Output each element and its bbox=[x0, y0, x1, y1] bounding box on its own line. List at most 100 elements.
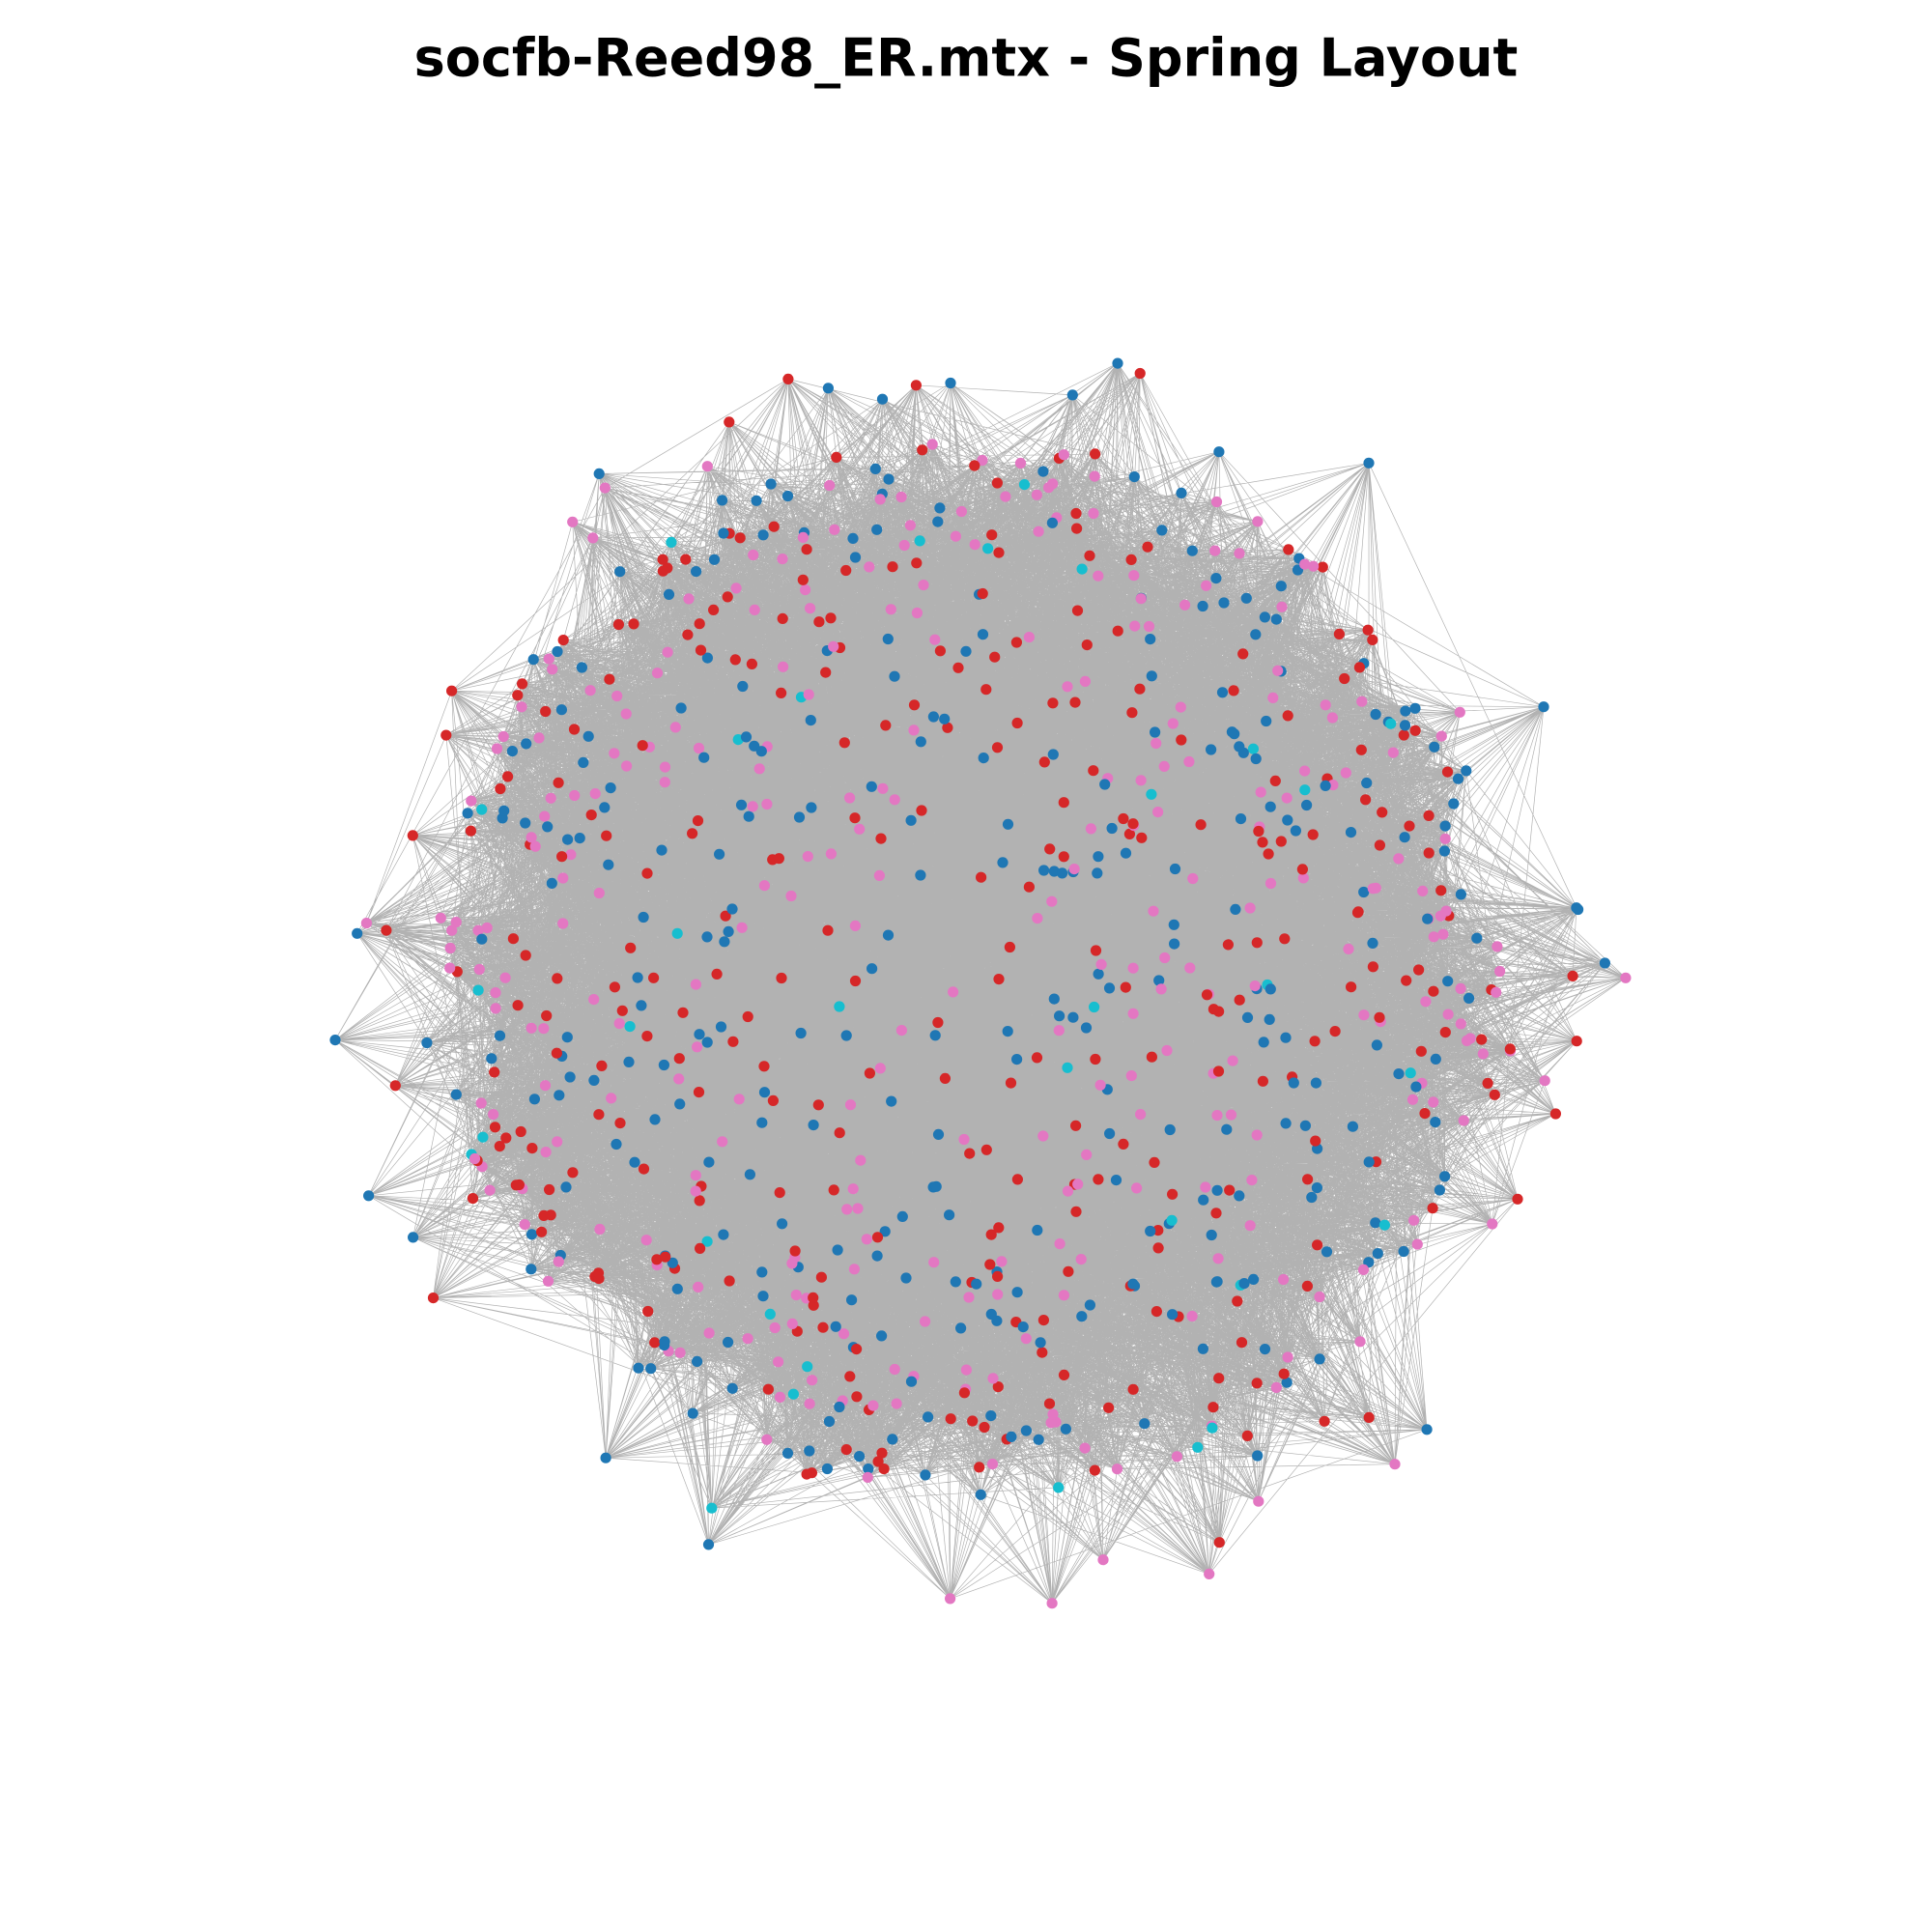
node bbox=[1370, 1217, 1381, 1229]
node bbox=[1092, 867, 1103, 879]
node bbox=[1367, 634, 1378, 646]
node bbox=[444, 962, 456, 974]
node bbox=[569, 789, 581, 802]
node bbox=[872, 1456, 884, 1467]
node bbox=[1409, 702, 1421, 714]
node bbox=[1094, 1079, 1106, 1091]
node bbox=[867, 1400, 879, 1411]
node bbox=[494, 1141, 505, 1152]
node bbox=[764, 1308, 776, 1320]
node bbox=[808, 1120, 819, 1131]
node bbox=[666, 536, 677, 549]
node bbox=[1126, 707, 1138, 719]
node bbox=[476, 933, 488, 945]
node bbox=[802, 851, 813, 863]
node bbox=[1081, 1149, 1093, 1160]
node bbox=[1360, 794, 1372, 806]
node bbox=[1421, 1424, 1433, 1435]
node bbox=[1198, 1194, 1209, 1206]
node bbox=[1270, 1381, 1282, 1393]
node bbox=[1252, 1450, 1264, 1462]
node bbox=[1435, 910, 1446, 922]
node bbox=[641, 867, 653, 879]
node bbox=[1125, 1070, 1137, 1082]
node bbox=[997, 857, 1009, 868]
node bbox=[477, 1131, 489, 1143]
node bbox=[360, 918, 372, 929]
node bbox=[1567, 970, 1578, 982]
node bbox=[1264, 983, 1276, 995]
node bbox=[729, 654, 741, 666]
node bbox=[717, 495, 728, 506]
node bbox=[1206, 1229, 1217, 1241]
node bbox=[1259, 611, 1270, 623]
node bbox=[757, 1291, 769, 1302]
node bbox=[992, 1270, 1004, 1282]
node bbox=[1058, 797, 1069, 809]
node bbox=[1415, 1045, 1427, 1057]
node bbox=[542, 821, 554, 833]
node bbox=[1075, 1254, 1087, 1265]
node bbox=[540, 1147, 552, 1158]
node bbox=[1317, 561, 1328, 573]
node bbox=[553, 777, 564, 788]
node bbox=[834, 1401, 845, 1413]
node bbox=[1251, 1129, 1263, 1141]
node bbox=[939, 1072, 952, 1084]
node bbox=[1053, 1482, 1065, 1493]
node bbox=[446, 924, 458, 936]
node bbox=[1152, 1225, 1164, 1236]
node bbox=[985, 1308, 997, 1321]
node bbox=[1146, 1051, 1157, 1063]
node bbox=[849, 552, 862, 563]
node bbox=[1279, 933, 1291, 945]
node bbox=[1438, 845, 1450, 857]
node bbox=[820, 667, 832, 678]
node bbox=[507, 933, 520, 945]
node bbox=[1125, 554, 1137, 566]
node bbox=[742, 1010, 753, 1023]
node bbox=[723, 925, 734, 938]
node bbox=[1429, 741, 1440, 753]
node bbox=[552, 973, 563, 984]
node bbox=[1387, 747, 1399, 758]
node bbox=[817, 1321, 829, 1333]
node bbox=[789, 1245, 801, 1257]
node bbox=[991, 742, 1004, 753]
node bbox=[1221, 1123, 1233, 1135]
node bbox=[1408, 1214, 1420, 1226]
node bbox=[722, 591, 733, 603]
node bbox=[1038, 865, 1050, 876]
node bbox=[1270, 613, 1282, 625]
node bbox=[930, 1180, 942, 1192]
node bbox=[1345, 827, 1357, 838]
node bbox=[582, 730, 594, 742]
node bbox=[790, 1290, 802, 1301]
node bbox=[1275, 836, 1287, 847]
node bbox=[1377, 807, 1388, 818]
node bbox=[1251, 1378, 1263, 1389]
node bbox=[1128, 471, 1140, 483]
node bbox=[1103, 1402, 1115, 1413]
node bbox=[889, 670, 900, 682]
node bbox=[753, 763, 765, 775]
node bbox=[829, 524, 840, 535]
node bbox=[1326, 712, 1338, 724]
node bbox=[1018, 479, 1031, 491]
node bbox=[1296, 864, 1308, 875]
node bbox=[1278, 1273, 1290, 1286]
node bbox=[1312, 1239, 1323, 1251]
node bbox=[584, 685, 596, 696]
node bbox=[536, 1226, 548, 1237]
node bbox=[1071, 523, 1083, 534]
node bbox=[1197, 1343, 1208, 1354]
node bbox=[1222, 939, 1234, 951]
node bbox=[863, 1463, 874, 1475]
node bbox=[726, 1382, 738, 1394]
node bbox=[1228, 685, 1239, 696]
node bbox=[1299, 558, 1311, 570]
node bbox=[1066, 389, 1078, 401]
node bbox=[1549, 1108, 1561, 1120]
node bbox=[588, 994, 600, 1006]
node bbox=[1139, 1418, 1151, 1430]
